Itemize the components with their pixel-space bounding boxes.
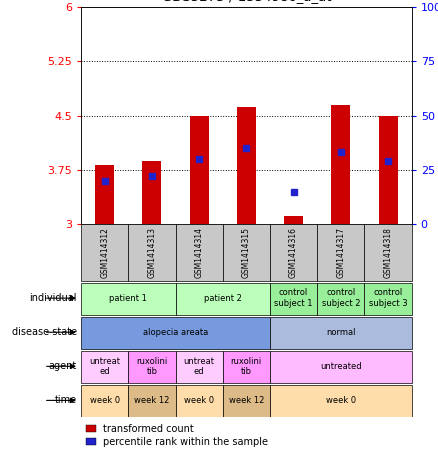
Text: week 12: week 12: [134, 396, 170, 405]
Text: untreated: untreated: [320, 362, 362, 371]
Bar: [128, 385, 176, 417]
Bar: [176, 224, 223, 281]
Bar: [142, 161, 161, 224]
Bar: [81, 385, 128, 417]
Bar: [317, 224, 364, 281]
Bar: [81, 224, 128, 281]
Bar: [95, 165, 114, 224]
Legend: transformed count, percentile rank within the sample: transformed count, percentile rank withi…: [86, 424, 268, 447]
Text: GSM1414312: GSM1414312: [100, 227, 109, 278]
Text: alopecia areata: alopecia areata: [143, 328, 208, 337]
Bar: [176, 385, 223, 417]
Text: control
subject 2: control subject 2: [321, 289, 360, 308]
Bar: [223, 385, 270, 417]
Text: GSM1414313: GSM1414313: [148, 227, 156, 278]
Bar: [81, 351, 128, 383]
Bar: [190, 116, 208, 224]
Bar: [176, 283, 270, 314]
Text: ruxolini
tib: ruxolini tib: [231, 357, 262, 376]
Bar: [284, 216, 303, 224]
Bar: [270, 385, 412, 417]
Text: agent: agent: [49, 361, 77, 371]
Text: week 0: week 0: [90, 396, 120, 405]
Text: normal: normal: [326, 328, 356, 337]
Text: disease state: disease state: [11, 327, 77, 337]
Text: GSM1414314: GSM1414314: [194, 227, 204, 278]
Bar: [364, 224, 412, 281]
Bar: [81, 283, 176, 314]
Bar: [364, 283, 412, 314]
Text: GSM1414316: GSM1414316: [289, 227, 298, 278]
Title: GDS5275 / 1554986_a_at: GDS5275 / 1554986_a_at: [162, 0, 331, 3]
Text: week 0: week 0: [184, 396, 214, 405]
Text: patient 2: patient 2: [204, 294, 242, 303]
Text: control
subject 3: control subject 3: [369, 289, 407, 308]
Text: GSM1414315: GSM1414315: [242, 227, 251, 278]
Bar: [270, 317, 412, 349]
Bar: [317, 283, 364, 314]
Text: control
subject 1: control subject 1: [274, 289, 313, 308]
Bar: [378, 116, 398, 224]
Bar: [176, 351, 223, 383]
Text: ruxolini
tib: ruxolini tib: [136, 357, 167, 376]
Bar: [332, 105, 350, 224]
Text: GSM1414317: GSM1414317: [336, 227, 345, 278]
Text: week 12: week 12: [229, 396, 264, 405]
Text: untreat
ed: untreat ed: [89, 357, 120, 376]
Bar: [270, 224, 317, 281]
Text: GSM1414318: GSM1414318: [384, 227, 392, 278]
Bar: [128, 351, 176, 383]
Bar: [270, 283, 317, 314]
Text: untreat
ed: untreat ed: [184, 357, 215, 376]
Bar: [270, 351, 412, 383]
Bar: [81, 317, 270, 349]
Text: patient 1: patient 1: [110, 294, 147, 303]
Bar: [237, 107, 256, 224]
Bar: [223, 351, 270, 383]
Bar: [128, 224, 176, 281]
Text: time: time: [54, 395, 77, 405]
Bar: [223, 224, 270, 281]
Text: individual: individual: [29, 293, 77, 303]
Text: week 0: week 0: [326, 396, 356, 405]
